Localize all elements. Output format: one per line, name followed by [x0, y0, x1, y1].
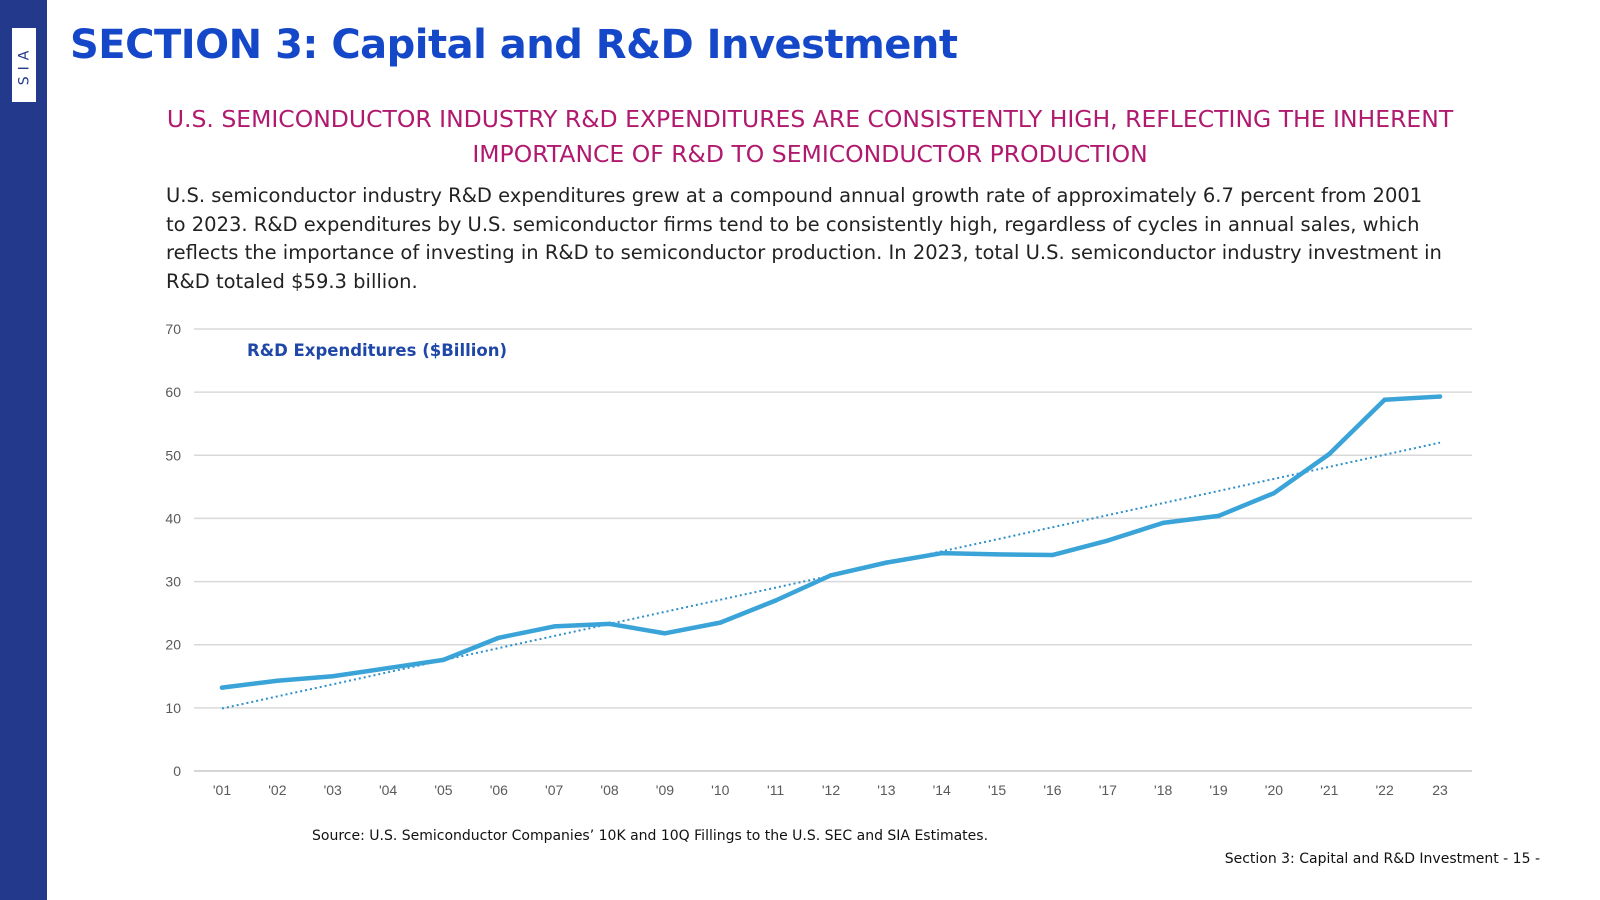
data-point	[939, 550, 944, 556]
x-tick-label: '09	[656, 782, 674, 798]
data-point	[219, 685, 225, 690]
data-point	[330, 674, 335, 679]
x-tick-label: '20	[1265, 782, 1283, 798]
data-point	[773, 598, 778, 603]
section-title: SECTION 3: Capital and R&D Investment	[70, 22, 958, 68]
x-tick-label: '18	[1154, 782, 1172, 798]
x-tick-label: '16	[1043, 782, 1061, 798]
x-tick-label: '10	[711, 782, 729, 798]
sidebar: SIA	[0, 0, 47, 900]
data-point	[551, 624, 557, 629]
y-tick-label: 50	[165, 447, 181, 463]
data-point	[1216, 513, 1221, 519]
body-paragraph: U.S. semiconductor industry R&D expendit…	[166, 184, 1442, 293]
headline: U.S. SEMICONDUCTOR INDUSTRY R&D EXPENDIT…	[166, 105, 1454, 168]
y-tick-label: 20	[165, 637, 181, 653]
x-tick-label: '07	[545, 782, 563, 798]
data-point	[718, 620, 723, 625]
data-point	[662, 631, 668, 636]
data-point	[441, 657, 446, 663]
x-tick-label: '13	[877, 782, 895, 798]
x-tick-label: '19	[1209, 782, 1227, 798]
data-point	[496, 635, 502, 640]
y-tick-label: 30	[165, 574, 181, 590]
x-tick-label: '22	[1376, 782, 1394, 798]
source-note: Source: U.S. Semiconductor Companies’ 10…	[312, 828, 989, 844]
x-tick-label: '11	[767, 782, 784, 798]
y-tick-label: 40	[165, 510, 181, 526]
x-tick-label: '17	[1099, 782, 1117, 798]
y-tick-label: 10	[165, 700, 181, 716]
x-tick-label: '03	[324, 782, 342, 798]
sia-logo: SIA	[12, 28, 36, 102]
data-point	[1050, 552, 1055, 558]
chart-title: R&D Expenditures ($Billion)	[247, 341, 507, 360]
x-tick-label: 23	[1432, 782, 1448, 798]
x-tick-label: '12	[822, 782, 840, 798]
data-point	[884, 560, 889, 565]
data-point	[385, 665, 391, 671]
data-point	[1437, 394, 1443, 399]
data-point	[828, 573, 834, 578]
y-tick-label: 70	[165, 321, 181, 337]
x-tick-label: '21	[1320, 782, 1338, 798]
x-tick-label: '04	[379, 782, 397, 798]
data-point	[994, 552, 1000, 557]
x-tick-label: '01	[213, 782, 231, 798]
data-point	[1105, 538, 1111, 543]
y-tick-label: 0	[173, 763, 181, 779]
data-point	[275, 678, 280, 683]
data-point	[1271, 490, 1277, 496]
x-tick-label: '02	[268, 782, 286, 798]
y-tick-label: 60	[165, 384, 181, 400]
data-point	[1160, 520, 1166, 526]
x-tick-label: '15	[988, 782, 1006, 798]
x-tick-label: '05	[434, 782, 452, 798]
x-tick-label: '14	[933, 782, 951, 798]
x-tick-label: '06	[490, 782, 508, 798]
data-point	[1382, 397, 1387, 402]
data-point	[1327, 451, 1332, 457]
x-tick-label: '08	[600, 782, 618, 798]
page-footer: Section 3: Capital and R&D Investment - …	[1224, 851, 1540, 867]
data-point	[607, 621, 612, 627]
